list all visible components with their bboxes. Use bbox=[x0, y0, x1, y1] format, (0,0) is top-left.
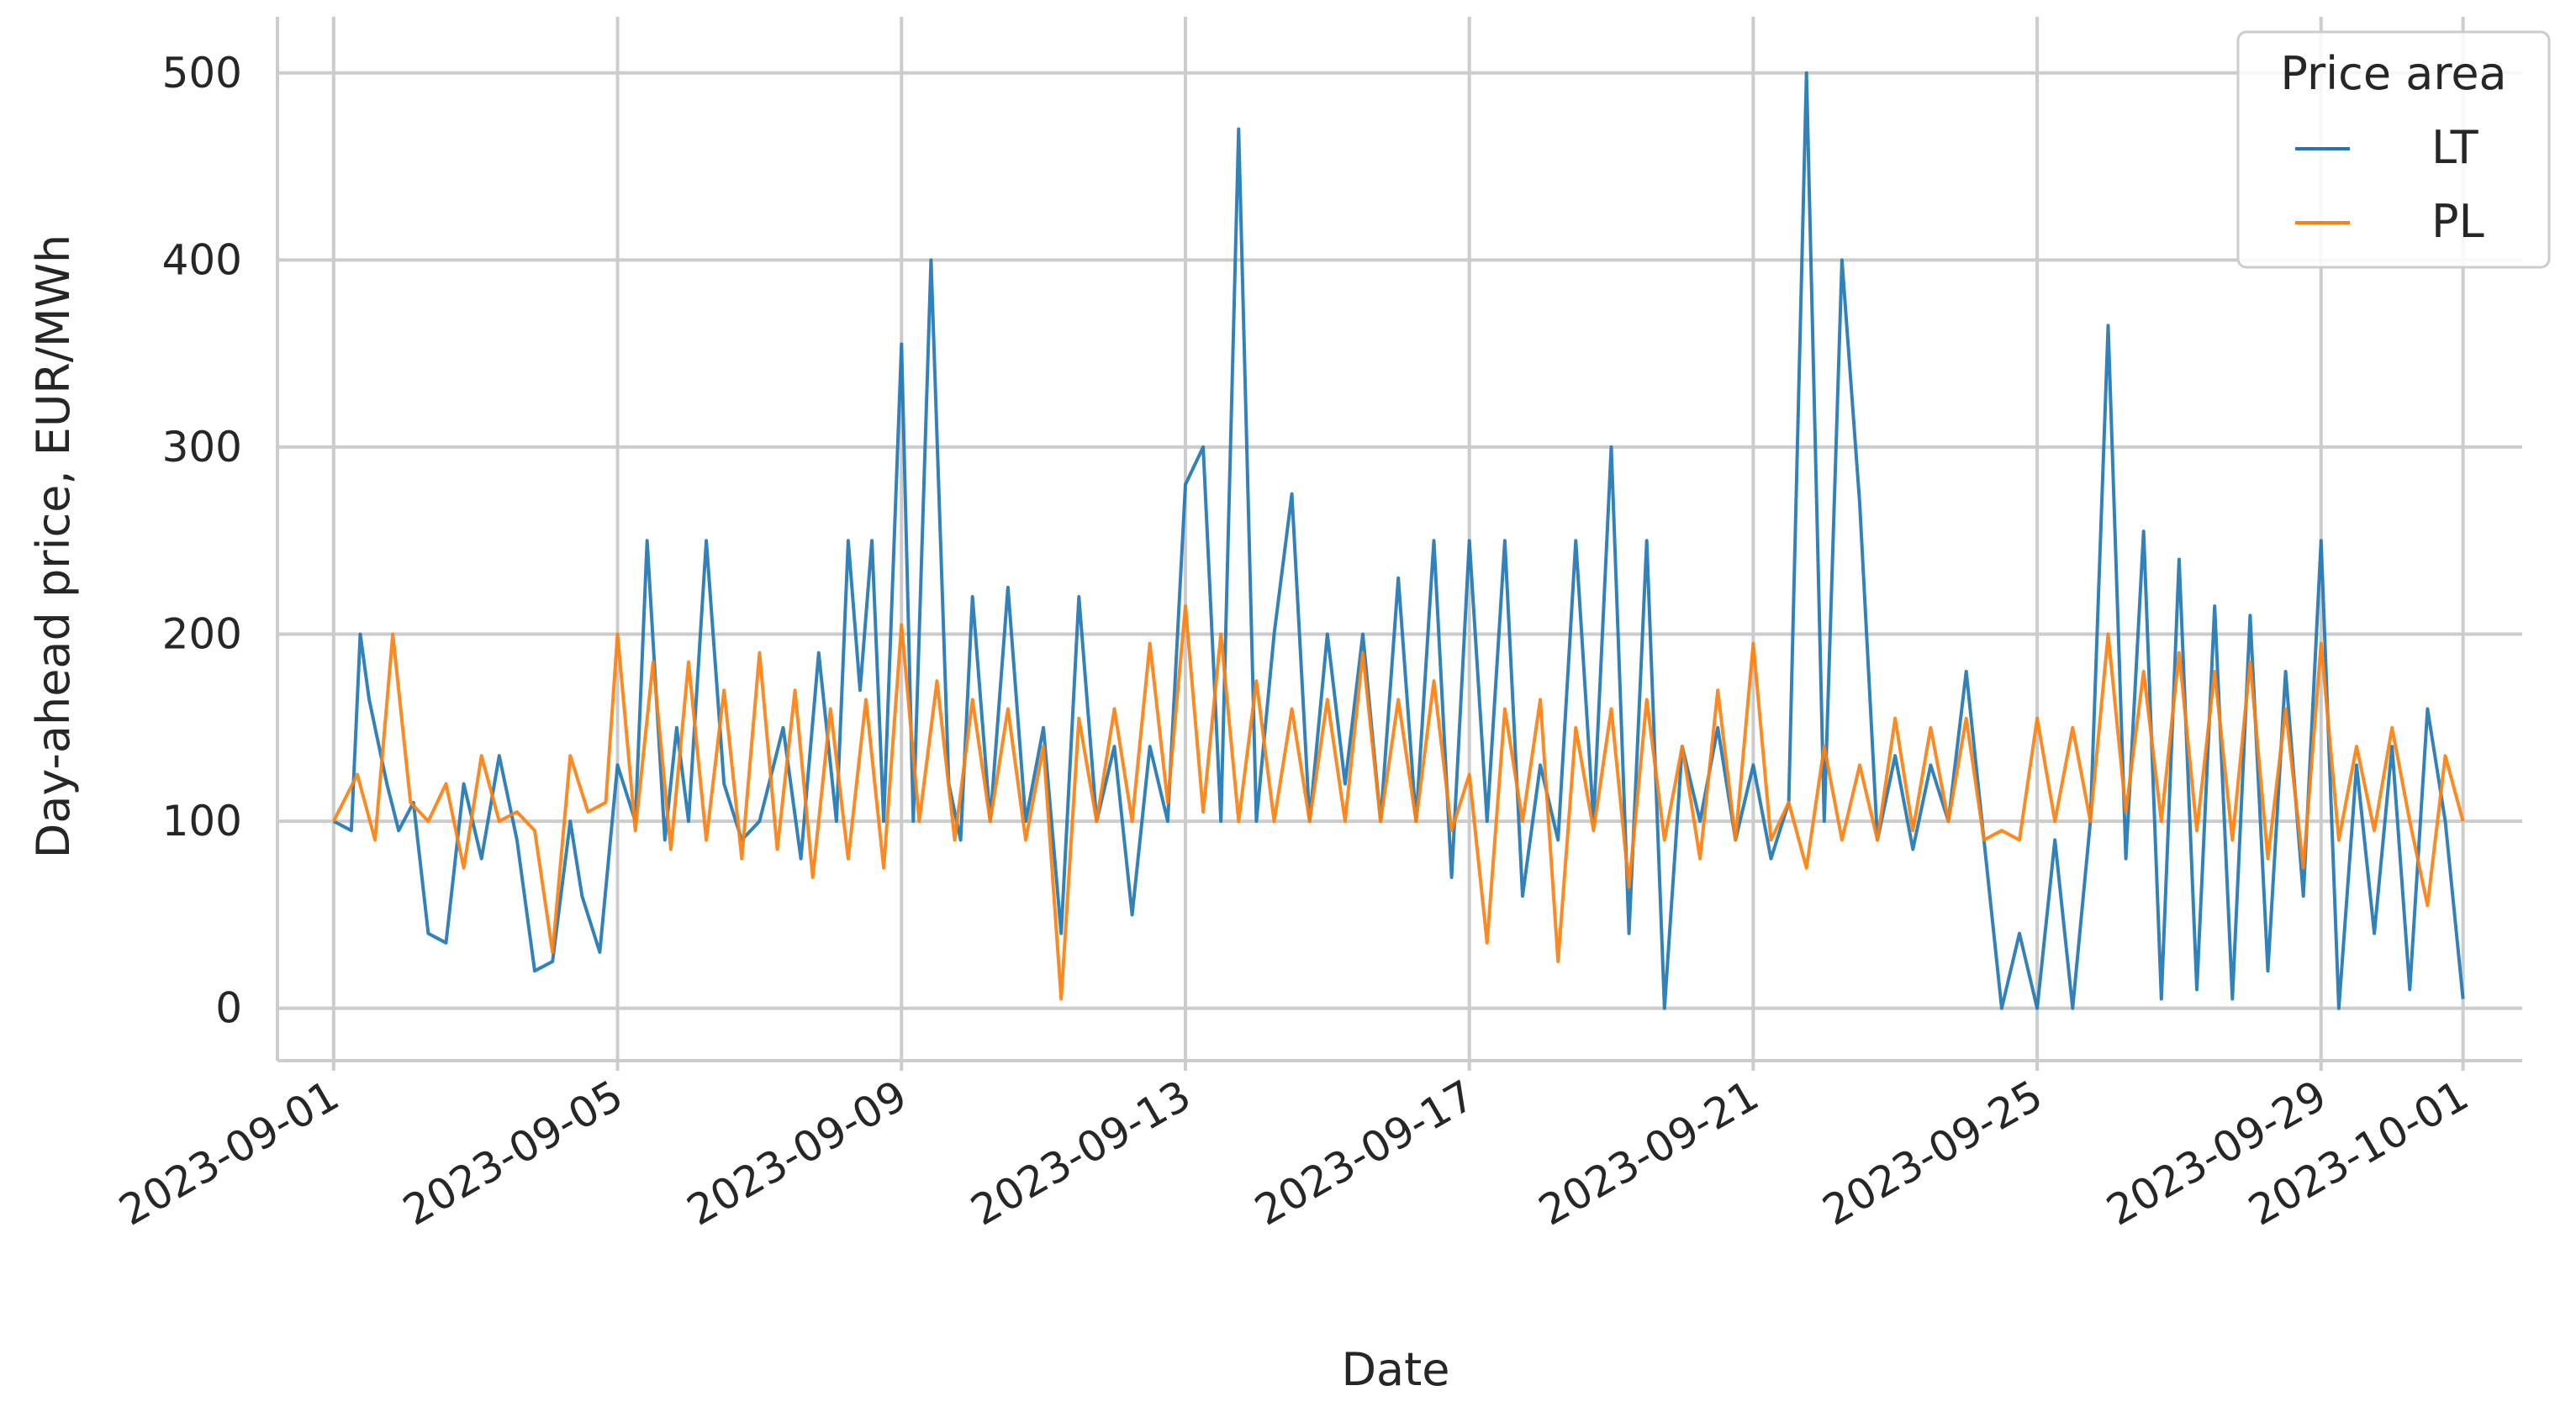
series-line-pl bbox=[332, 604, 2465, 1001]
y-axis-title: Day-ahead price, EUR/MWh bbox=[27, 234, 80, 859]
legend-box bbox=[2236, 30, 2551, 269]
series-line-lt bbox=[332, 71, 2465, 1010]
y-tick-label: 400 bbox=[162, 235, 242, 284]
y-tick-label: 200 bbox=[162, 610, 242, 659]
legend: Price area LT PL bbox=[2236, 30, 2551, 269]
y-tick-label: 300 bbox=[162, 423, 242, 472]
x-axis-title: Date bbox=[1341, 1343, 1449, 1396]
y-tick-label: 100 bbox=[162, 797, 242, 846]
series-group bbox=[332, 71, 2465, 1010]
legend-label-lt: LT bbox=[2431, 121, 2479, 174]
legend-title: Price area bbox=[2280, 47, 2506, 100]
y-tick-label: 0 bbox=[215, 984, 242, 1033]
y-tick-labels: 0 100 200 300 400 500 bbox=[162, 49, 242, 1033]
legend-label-pl: PL bbox=[2431, 195, 2484, 248]
y-tick-label: 500 bbox=[162, 49, 242, 97]
